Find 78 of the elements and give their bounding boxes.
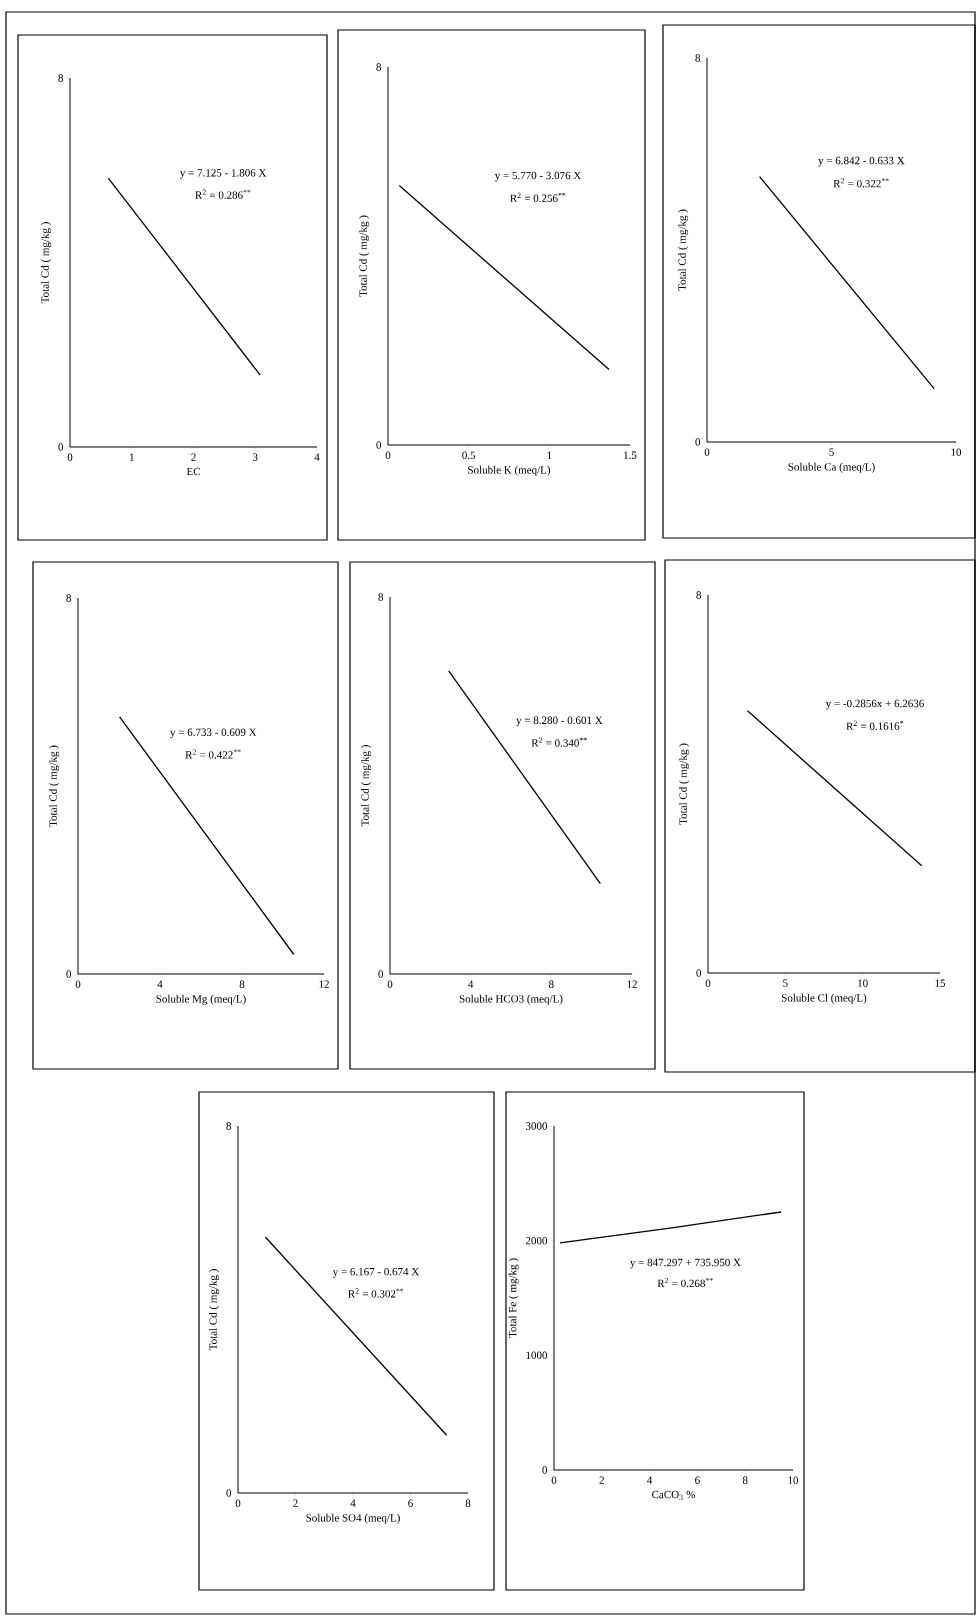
x-tick-label: 4 (647, 1476, 653, 1484)
y-tick-label: 8 (376, 63, 382, 71)
y-tick-label: 8 (695, 54, 701, 62)
x-tick-label: 1.5 (624, 451, 637, 459)
x-tick-label: 10 (858, 979, 868, 987)
y-axis-title: Total Cd ( mg/kg ) (361, 745, 372, 827)
x-tick-label: 2 (293, 1499, 298, 1507)
x-axis-title: Soluble SO4 (meq/L) (306, 1513, 400, 1524)
x-tick-label: 3 (253, 453, 258, 461)
x-axis-title: CaCO$_{3}$ % (652, 1490, 695, 1500)
x-tick-label: 6 (695, 1476, 700, 1484)
x-tick-label: 0 (385, 451, 391, 459)
annotation: R$^{2}$ = 0.422$^{**}$ (185, 749, 241, 759)
x-tick-label: 0 (387, 980, 393, 988)
x-tick-label: 8 (465, 1499, 471, 1507)
x-axis-title: Soluble K (meq/L) (468, 465, 551, 476)
y-tick-label: 8 (696, 591, 702, 599)
y-tick-label: 2000 (525, 1236, 548, 1245)
x-axis-title: Soluble Ca (meq/L) (788, 462, 875, 473)
x-tick-label: 4 (468, 980, 474, 988)
y-tick-label: 0 (695, 438, 701, 446)
annotation: y = 6.167 - 0.674 X (332, 1267, 420, 1278)
x-tick-label: 10 (951, 448, 962, 456)
x-tick-label: 0 (551, 1476, 557, 1484)
annotation: R$^{2}$ = 0.1616$^{*}$ (846, 720, 904, 731)
y-axis-title: Total Cd ( mg/kg ) (41, 222, 52, 304)
y-tick-label: 0 (696, 969, 702, 977)
x-tick-label: 1 (547, 451, 552, 459)
x-tick-label: 8 (239, 980, 245, 988)
x-tick-label: 4 (157, 980, 163, 988)
y-axis-title: Total Cd ( mg/kg ) (49, 745, 60, 827)
annotation: y = 6.842 - 0.633 X (818, 156, 905, 167)
annotation: R$^{2}$ = 0.340$^{**}$ (531, 737, 587, 747)
x-axis-title: Soluble Mg (meq/L) (156, 994, 246, 1005)
annotation: y = -0.2856x + 6.2636 (825, 699, 924, 710)
x-tick-label: 0 (75, 980, 81, 988)
x-axis-title: Soluble HCO3 (meq/L) (459, 994, 563, 1005)
x-tick-label: 2 (599, 1476, 604, 1484)
x-tick-label: 1 (129, 453, 134, 461)
annotation: y = 7.125 - 1.806 X (180, 169, 267, 179)
x-tick-label: 2 (191, 453, 196, 461)
y-axis-title: Total Cd ( mg/kg ) (678, 209, 689, 291)
x-tick-label: 4 (314, 453, 320, 461)
y-axis-title: Total Fe ( mg/kg ) (508, 1258, 519, 1338)
x-tick-label: 15 (935, 979, 946, 987)
x-tick-label: 0 (705, 979, 711, 987)
annotation: y = 8.280 - 0.601 X (516, 716, 603, 727)
y-tick-label: 0 (378, 970, 384, 978)
x-tick-label: 6 (408, 1499, 413, 1507)
y-tick-label: 1000 (526, 1351, 548, 1360)
y-tick-label: 0 (376, 441, 382, 449)
x-tick-label: 5 (783, 979, 788, 987)
annotation: R$^{2}$ = 0.322$^{**}$ (833, 178, 889, 188)
x-tick-label: 0 (704, 448, 710, 456)
y-tick-label: 8 (378, 593, 384, 601)
x-tick-label: 0.5 (462, 451, 476, 459)
annotation: R$^{2}$ = 0.286$^{**}$ (195, 189, 251, 199)
y-tick-label: 3000 (526, 1122, 548, 1130)
x-axis-title: Soluble Cl (meq/L) (781, 993, 867, 1004)
y-axis-title: Total Cd ( mg/kg ) (679, 743, 690, 825)
x-tick-label: 8 (742, 1476, 748, 1484)
x-tick-label: 8 (549, 980, 554, 988)
annotation: y = 5.770 - 3.076 X (494, 171, 582, 182)
annotation: y = 6.733 - 0.609 X (170, 728, 257, 739)
annotation: R$^{2}$ = 0.302$^{**}$ (348, 1288, 404, 1298)
y-axis-title: Total Cd ( mg/kg ) (359, 215, 370, 297)
y-tick-label: 0 (542, 1466, 548, 1474)
annotation: R$^{2}$ = 0.256$^{**}$ (510, 192, 566, 203)
x-tick-label: 12 (627, 980, 637, 988)
x-tick-label: 10 (788, 1476, 799, 1484)
annotation: y = 847.297 + 735.950 X (630, 1258, 741, 1269)
x-axis-title: EC (186, 467, 200, 476)
x-tick-label: 0 (235, 1499, 241, 1507)
y-axis-title: Total Cd ( mg/kg ) (209, 1269, 220, 1351)
x-tick-label: 4 (350, 1499, 356, 1507)
x-tick-label: 5 (829, 448, 834, 456)
annotation: R$^{2}$ = 0.268$^{**}$ (657, 1277, 713, 1288)
x-tick-label: 12 (319, 980, 329, 988)
